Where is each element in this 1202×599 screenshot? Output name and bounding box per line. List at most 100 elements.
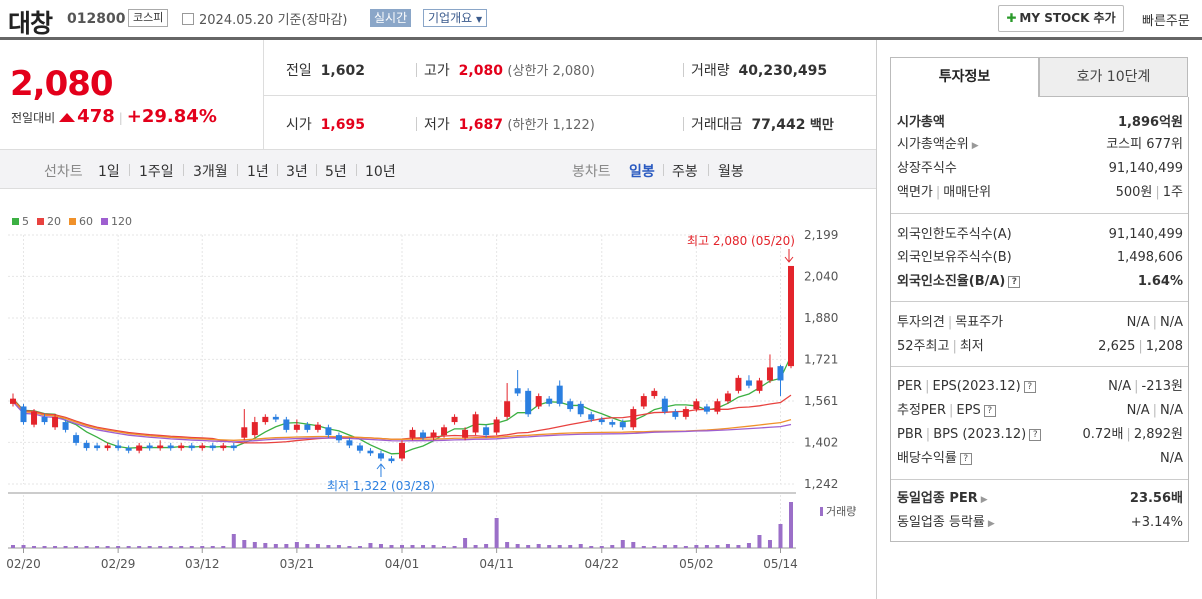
volume-bar [284, 544, 289, 548]
volume-bar [715, 545, 720, 548]
volume-bar [252, 542, 257, 548]
volume-bar [473, 545, 478, 548]
legend-ma-120: 120 [101, 215, 132, 228]
candle-body [567, 401, 574, 410]
volume-bar [494, 518, 499, 548]
candle-body [535, 396, 542, 407]
opinion-row: 투자의견 | 목표주가 N/A | N/A [897, 315, 1183, 330]
candle-body [682, 409, 689, 417]
volume-legend-swatch [820, 507, 823, 516]
x-tick-label: 03/21 [280, 557, 315, 571]
sector-per-row: 동일업종 PER ▶ 23.56배 [897, 491, 1183, 506]
prev-close: 전일 1,602 [286, 63, 365, 79]
volume-bar [147, 546, 152, 548]
candle-body [598, 419, 605, 423]
candle-body [472, 414, 479, 433]
candle-body [304, 424, 311, 430]
candle-body [377, 453, 384, 459]
volume-bar [400, 545, 404, 548]
help-icon[interactable]: ? [959, 453, 972, 465]
help-icon[interactable]: ? [983, 405, 996, 417]
volume-bar [389, 545, 394, 548]
help-icon[interactable]: ? [1008, 276, 1021, 288]
candle-body [31, 411, 38, 425]
candle-body [483, 427, 490, 436]
x-tick-label: 02/29 [101, 557, 136, 571]
candle-body [136, 445, 143, 451]
volume-bar [746, 543, 751, 548]
candle-body [451, 416, 458, 423]
volume-bar [484, 544, 489, 548]
open-price: 시가 1,695 [286, 117, 365, 133]
legend-swatch [12, 218, 19, 225]
quick-order-link[interactable]: 빠른주문 [1142, 14, 1190, 29]
candle-body [672, 411, 679, 417]
period-1w[interactable]: 1주일 [139, 164, 174, 180]
volume-bar [242, 540, 247, 548]
pbr-row: PBR | BPS (2023.12)? 0.72배 | 2,892원 [897, 427, 1183, 442]
candle-body [293, 424, 300, 430]
price-chart[interactable]: 2,199 2,040 1,880 1,721 1,561 1,402 1,242 02/20… [0, 225, 876, 599]
candle-body [41, 416, 48, 423]
candle-body [262, 416, 269, 423]
volume-bar [694, 545, 699, 548]
help-icon[interactable]: ? [1029, 429, 1042, 441]
y-tick-label: 2,040 [804, 269, 838, 283]
period-1y[interactable]: 1년 [247, 164, 269, 180]
volume-bar [336, 545, 341, 548]
foreign-rate-row: 외국인소진율(B/A)? 1.64% [897, 274, 1183, 289]
period-10y[interactable]: 10년 [365, 164, 396, 180]
volume-bar [557, 545, 562, 548]
price-date: 2024.05.20 기준(장마감) [182, 9, 348, 28]
volume-bar [599, 546, 604, 548]
y-tick-label: 1,242 [804, 477, 838, 491]
volume-bar [378, 544, 383, 548]
candle-body [756, 380, 763, 391]
volume-legend-label: 거래량 [826, 505, 856, 518]
candle-body [640, 396, 647, 407]
period-monthly[interactable]: 월봉 [718, 164, 744, 180]
mystock-add-button[interactable]: ✚ MY STOCK 추가 [998, 5, 1124, 32]
volume-bar [641, 546, 646, 548]
candle-body [546, 398, 553, 404]
x-tick-label: 05/02 [679, 557, 714, 571]
period-1d[interactable]: 1일 [98, 164, 120, 180]
volume-bar [505, 542, 510, 548]
volume-bar [158, 546, 163, 548]
volume-bar [725, 544, 730, 548]
volume-bar [32, 546, 37, 548]
tab-order-book[interactable]: 호가 10단계 [1039, 57, 1188, 97]
volume-bar [189, 546, 194, 548]
volume-bar [294, 542, 299, 548]
volume-bar [11, 545, 15, 548]
period-daily[interactable]: 일봉 [629, 164, 655, 180]
foreign-holding-row: 외국인보유주식수(B) 1,498,606 [897, 250, 1183, 265]
candle-body [619, 422, 626, 428]
volume-bar [179, 546, 184, 548]
candle-body [167, 445, 174, 449]
corp-overview-button[interactable]: 기업개요 ▼ [423, 9, 488, 27]
help-icon[interactable]: ? [1023, 381, 1036, 393]
realtime-button[interactable]: 실시간 [370, 9, 412, 27]
high-price: 고가 2,080 (상한가 2,080) [424, 63, 595, 79]
mystock-label: MY STOCK 추가 [1019, 11, 1116, 25]
legend-ma-20: 20 [37, 215, 61, 228]
period-3y[interactable]: 3년 [286, 164, 308, 180]
candle-body [115, 445, 122, 449]
volume-bar [673, 545, 678, 548]
tab-invest-info[interactable]: 투자정보 [890, 57, 1039, 97]
x-tick-label: 04/11 [479, 557, 514, 571]
period-5y[interactable]: 5년 [325, 164, 347, 180]
dividend-row: 배당수익률? N/A [897, 451, 1183, 466]
chevron-right-icon: ▶ [980, 495, 988, 505]
volume-bar [547, 545, 552, 548]
period-weekly[interactable]: 주봉 [672, 164, 698, 180]
candle-body [420, 432, 427, 438]
x-tick-label: 04/22 [584, 557, 619, 571]
volume-bar [368, 543, 373, 548]
52week-row: 52주최고 | 최저 2,625 | 1,208 [897, 339, 1183, 354]
par-value-row: 액면가 | 매매단위 500원 | 1주 [897, 185, 1183, 200]
volume-bar [589, 546, 594, 548]
period-3m[interactable]: 3개월 [193, 164, 228, 180]
calendar-icon [182, 13, 194, 25]
